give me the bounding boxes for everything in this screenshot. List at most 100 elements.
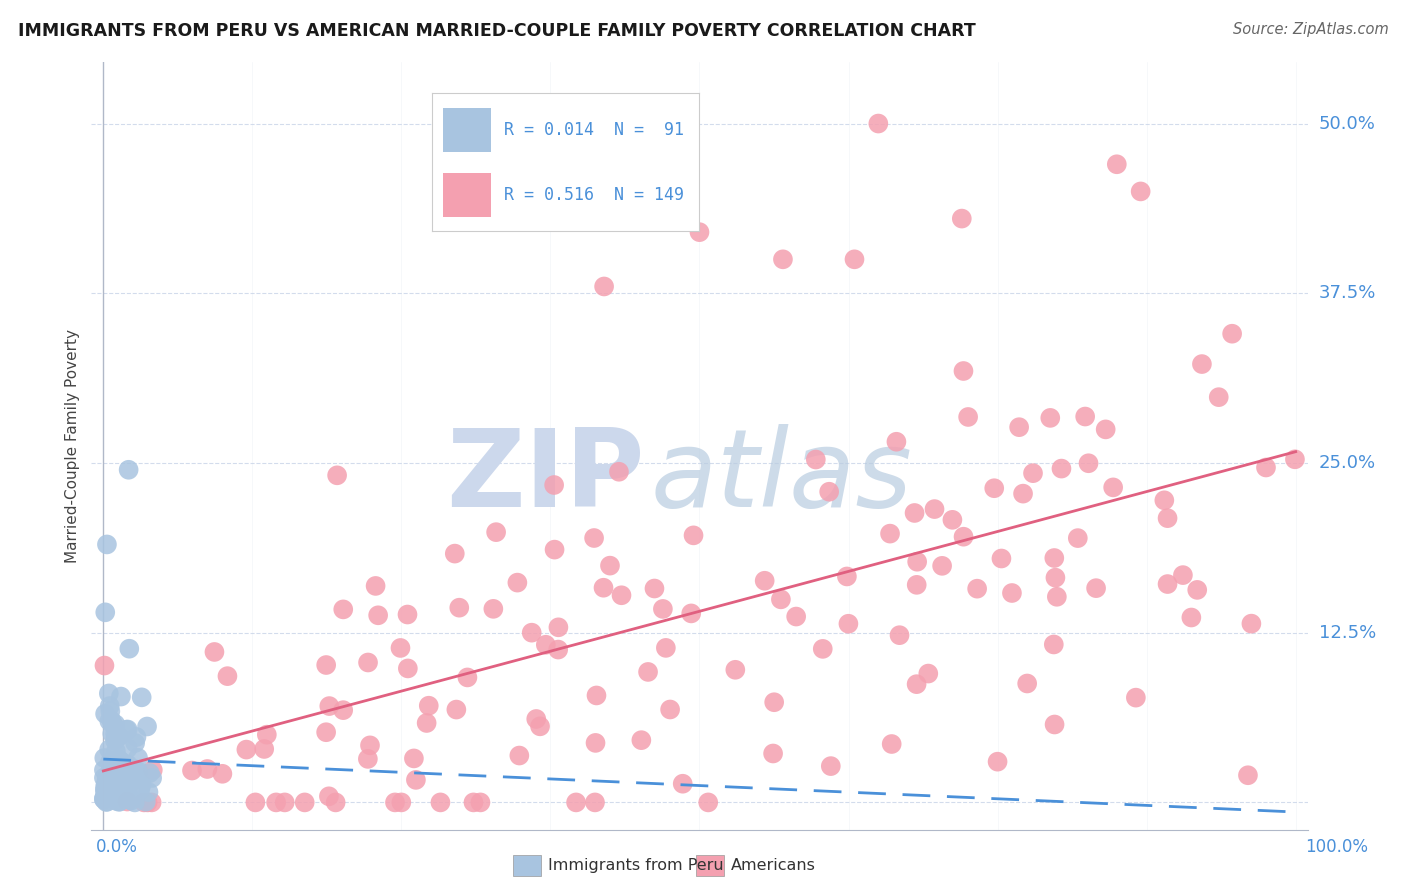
Point [101, 727, 124, 741]
Point [114, 767, 136, 781]
Point [110, 777, 132, 791]
Point [98, 714, 121, 728]
Point [446, 702, 468, 716]
Point [204, 645, 226, 659]
Point [142, 763, 165, 777]
Point [957, 409, 980, 424]
Point [104, 753, 127, 767]
Point [274, 796, 297, 810]
Point [326, 468, 349, 483]
Point [470, 796, 492, 810]
Point [138, 785, 160, 799]
Point [1237, 768, 1260, 782]
Point [93, 792, 115, 806]
Point [811, 641, 834, 656]
Point [98, 704, 121, 718]
Point [835, 569, 858, 583]
Point [98, 765, 121, 780]
Point [315, 658, 337, 673]
Point [987, 755, 1010, 769]
Point [785, 609, 807, 624]
Point [941, 513, 963, 527]
Point [94, 780, 117, 794]
Point [120, 793, 142, 807]
Point [1008, 420, 1031, 434]
Point [868, 116, 890, 130]
Point [1067, 531, 1090, 545]
Point [682, 528, 704, 542]
Point [96, 795, 118, 809]
Point [325, 796, 347, 810]
Point [108, 795, 131, 809]
Point [966, 582, 988, 596]
Point [1156, 577, 1178, 591]
Point [1012, 486, 1035, 500]
Text: Immigrants from Peru: Immigrants from Peru [548, 858, 724, 872]
Point [108, 784, 131, 798]
Point [384, 796, 406, 810]
Point [318, 699, 340, 714]
Point [110, 690, 132, 704]
Text: 50.0%: 50.0% [1319, 114, 1375, 133]
Point [93, 792, 115, 806]
Point [1284, 452, 1306, 467]
Point [905, 578, 928, 592]
Point [105, 789, 128, 804]
Point [1180, 610, 1202, 624]
Point [136, 719, 159, 733]
Point [94, 605, 117, 619]
Point [111, 760, 134, 774]
Point [1043, 637, 1066, 651]
Point [117, 789, 139, 803]
Point [114, 772, 136, 787]
Point [104, 727, 127, 741]
Point [889, 628, 911, 642]
Text: Americans: Americans [731, 858, 815, 872]
Point [118, 641, 141, 656]
Point [104, 759, 127, 773]
Point [1125, 690, 1147, 705]
Point [253, 742, 276, 756]
Point [294, 796, 316, 810]
Point [443, 547, 465, 561]
Point [111, 756, 134, 770]
Point [1046, 590, 1069, 604]
Point [117, 463, 139, 477]
Point [1022, 466, 1045, 480]
Point [364, 579, 387, 593]
Point [96, 537, 118, 551]
Point [880, 737, 903, 751]
Point [93, 751, 115, 765]
Point [1129, 185, 1152, 199]
Point [117, 757, 139, 772]
Point [1105, 157, 1128, 171]
Point [110, 780, 132, 795]
Point [950, 211, 973, 226]
Point [357, 656, 380, 670]
Point [724, 663, 747, 677]
Point [98, 699, 121, 714]
Point [357, 752, 380, 766]
Point [886, 434, 908, 449]
Point [585, 736, 607, 750]
Point [772, 252, 794, 267]
Point [96, 771, 118, 785]
Point [256, 728, 278, 742]
Point [565, 796, 588, 810]
Point [93, 658, 115, 673]
Point [103, 718, 125, 732]
Point [97, 686, 120, 700]
Point [124, 736, 146, 750]
Point [235, 742, 257, 756]
Point [245, 796, 267, 810]
Point [931, 558, 953, 573]
Point [120, 794, 142, 808]
Point [1085, 581, 1108, 595]
Point [332, 602, 354, 616]
Point [389, 640, 412, 655]
Point [1050, 461, 1073, 475]
Point [124, 765, 146, 780]
Point [110, 777, 132, 791]
Point [583, 796, 606, 810]
Point [122, 773, 145, 788]
